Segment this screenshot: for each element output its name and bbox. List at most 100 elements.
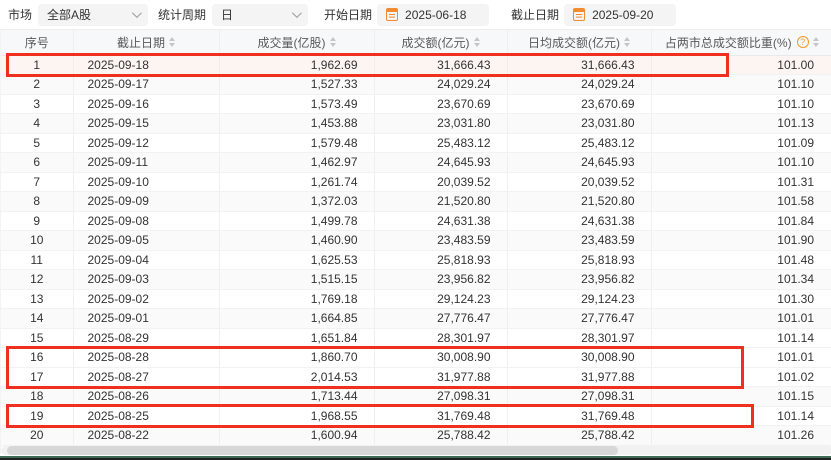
column-header-1[interactable]: 截止日期 [73, 30, 220, 56]
start-date-input[interactable]: 2025-06-18 [377, 3, 490, 26]
calendar-icon [572, 8, 586, 21]
cell-volume: 1,651.84 [219, 328, 375, 348]
start-date-value: 2025-06-18 [405, 7, 467, 22]
cell-pct-of-total: 101.34 [651, 269, 831, 290]
cell-turnover: 23,956.82 [374, 269, 508, 290]
cell-pct-of-total: 101.90 [651, 230, 831, 251]
cell-pct-of-total: 101.01 [651, 347, 831, 368]
cell-turnover: 24,029.24 [374, 74, 508, 95]
cell-volume: 1,664.85 [219, 308, 375, 329]
cell-index: 8 [1, 191, 74, 212]
column-header-3[interactable]: 成交额(亿元) [374, 30, 508, 56]
sort-icon[interactable] [169, 37, 175, 48]
cell-pct-of-total: 101.84 [651, 211, 831, 231]
table-row[interactable]: 8 2025-09-09 1,372.03 21,520.80 21,520.80 101… [1, 191, 831, 212]
sort-icon[interactable] [473, 37, 480, 48]
cell-index: 4 [1, 113, 74, 134]
cell-volume: 1,573.49 [219, 94, 375, 114]
table-row[interactable]: 3 2025-09-16 1,573.49 23,670.69 23,670.69 101… [1, 94, 831, 114]
column-label: 占两市总成交额比重(%) [664, 35, 792, 50]
table-row[interactable]: 7 2025-09-10 1,261.74 20,039.52 20,039.52 101… [1, 172, 831, 192]
cell-pct-of-total: 101.26 [651, 425, 831, 446]
cell-daily-avg-turnover: 29,124.23 [507, 289, 652, 309]
start-date-label: 开始日期 [324, 8, 373, 22]
cell-index: 16 [1, 347, 74, 368]
period-select[interactable]: 日 [212, 3, 309, 26]
column-label: 成交额(亿元) [401, 35, 470, 50]
table-row[interactable]: 19 2025-08-25 1,968.55 31,769.48 31,769.48 10… [1, 406, 831, 426]
table-row[interactable]: 12 2025-09-03 1,515.15 23,956.82 23,956.82 10… [1, 269, 831, 290]
cell-index: 20 [1, 425, 74, 446]
cell-volume: 1,600.94 [219, 425, 375, 446]
cell-pct-of-total: 101.02 [651, 367, 831, 387]
chevron-down-icon [291, 8, 302, 19]
cell-end-date: 2025-09-12 [73, 133, 220, 153]
cell-volume: 1,261.74 [219, 172, 375, 192]
table-row[interactable]: 5 2025-09-12 1,579.48 25,483.12 25,483.12 101… [1, 133, 831, 153]
cell-turnover: 31,977.88 [374, 367, 508, 387]
cell-turnover: 24,645.93 [374, 152, 508, 173]
cell-index: 9 [1, 211, 74, 231]
chevron-down-icon [131, 8, 142, 19]
end-date-input[interactable]: 2025-09-20 [564, 3, 677, 26]
table-row[interactable]: 10 2025-09-05 1,460.90 23,483.59 23,483.59 10… [1, 230, 831, 251]
table-row[interactable]: 17 2025-08-27 2,014.53 31,977.88 31,977.88 10… [1, 367, 831, 387]
cell-daily-avg-turnover: 28,301.97 [507, 328, 652, 348]
cell-turnover: 20,039.52 [374, 172, 508, 192]
cell-pct-of-total: 101.10 [651, 94, 831, 114]
table-row[interactable]: 14 2025-09-01 1,664.85 27,776.47 27,776.47 10… [1, 308, 831, 329]
cell-daily-avg-turnover: 24,631.38 [507, 211, 652, 231]
cell-turnover: 23,031.80 [374, 113, 508, 134]
cell-index: 3 [1, 94, 74, 114]
cell-index: 5 [1, 133, 74, 153]
table-row[interactable]: 9 2025-09-08 1,499.78 24,631.38 24,631.38 101… [1, 211, 831, 231]
table-row[interactable]: 2 2025-09-17 1,527.33 24,029.24 24,029.24 101… [1, 74, 831, 95]
column-label: 日均成交额(亿元) [528, 35, 620, 50]
table-row[interactable]: 13 2025-09-02 1,769.18 29,124.23 29,124.23 10… [1, 289, 831, 309]
cell-daily-avg-turnover: 27,098.31 [507, 386, 652, 407]
table-row[interactable]: 18 2025-08-26 1,713.44 27,098.31 27,098.31 10… [1, 386, 831, 407]
cell-daily-avg-turnover: 30,008.90 [507, 347, 652, 368]
sort-icon[interactable] [624, 37, 630, 48]
cell-pct-of-total: 101.31 [651, 172, 831, 192]
cell-turnover: 23,670.69 [374, 94, 508, 114]
sort-icon[interactable] [812, 37, 819, 48]
cell-daily-avg-turnover: 31,769.48 [507, 406, 652, 426]
cell-index: 13 [1, 289, 74, 309]
cell-index: 14 [1, 308, 74, 329]
cell-pct-of-total: 101.14 [651, 328, 831, 348]
cell-daily-avg-turnover: 24,029.24 [507, 74, 652, 95]
cell-end-date: 2025-09-17 [73, 74, 220, 95]
cell-daily-avg-turnover: 24,645.93 [507, 152, 652, 173]
cell-volume: 1,962.69 [219, 55, 375, 75]
market-label: 市场 [8, 8, 33, 22]
table-row[interactable]: 15 2025-08-29 1,651.84 28,301.97 28,301.97 10… [1, 328, 831, 348]
column-header-4[interactable]: 日均成交额(亿元) [507, 30, 652, 56]
cell-end-date: 2025-09-01 [73, 308, 220, 329]
cell-turnover: 25,818.93 [374, 250, 508, 270]
cell-daily-avg-turnover: 21,520.80 [507, 191, 652, 212]
column-label: 成交量(亿股) [257, 35, 326, 50]
cell-pct-of-total: 101.48 [651, 250, 831, 270]
cell-pct-of-total: 101.09 [651, 133, 831, 153]
sort-icon[interactable] [329, 37, 336, 48]
table-row[interactable]: 20 2025-08-22 1,600.94 25,788.42 25,788.42 10… [1, 425, 831, 446]
cell-daily-avg-turnover: 25,788.42 [507, 425, 652, 446]
column-header-2[interactable]: 成交量(亿股) [219, 30, 375, 56]
cell-index: 7 [1, 172, 74, 192]
table-row[interactable]: 6 2025-09-11 1,462.97 24,645.93 24,645.93 101… [1, 152, 831, 173]
cell-daily-avg-turnover: 23,031.80 [507, 113, 652, 134]
cell-volume: 1,968.55 [219, 406, 375, 426]
horizontal-scrollbar-track[interactable] [1, 446, 831, 455]
table-row[interactable]: 1 2025-09-18 1,962.69 31,666.43 31,666.43 101… [1, 55, 831, 75]
table-row[interactable]: 11 2025-09-04 1,625.53 25,818.93 25,818.93 10… [1, 250, 831, 270]
horizontal-scrollbar-thumb[interactable] [7, 446, 618, 455]
cell-pct-of-total: 101.10 [651, 152, 831, 173]
column-header-5[interactable]: 占两市总成交额比重(%)? [651, 30, 831, 56]
cell-end-date: 2025-09-02 [73, 289, 220, 309]
table-row[interactable]: 4 2025-09-15 1,453.88 23,031.80 23,031.80 101… [1, 113, 831, 134]
table-row[interactable]: 16 2025-08-28 1,860.70 30,008.90 30,008.90 10… [1, 347, 831, 368]
market-select[interactable]: 全部A股 [38, 3, 149, 26]
help-question-icon[interactable]: ? [796, 36, 809, 49]
cell-pct-of-total: 101.00 [651, 55, 831, 75]
